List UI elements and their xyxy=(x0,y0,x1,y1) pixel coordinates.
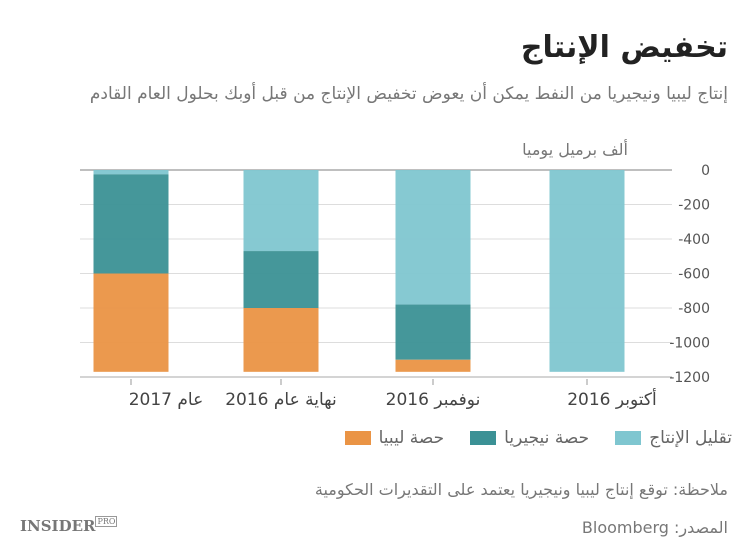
legend-item: حصة نيجيريا xyxy=(470,428,589,448)
bar-segment xyxy=(93,170,169,175)
bar-segment xyxy=(243,308,319,372)
insider-pro-logo: INSIDER PRO xyxy=(20,516,118,535)
x-tick-label: أكتوبر 2016 xyxy=(567,388,657,410)
y-tick-label: -200 xyxy=(678,198,710,214)
bar-segment xyxy=(395,170,471,305)
legend-swatch xyxy=(615,431,642,445)
unit-label: ألف برميل يوميا xyxy=(522,140,628,159)
bar-segment xyxy=(395,359,471,372)
legend: تقليل الإنتاج حصة نيجيريا حصة ليبيا xyxy=(344,428,732,448)
legend-label: حصة ليبيا xyxy=(378,428,445,448)
legend-swatch xyxy=(344,431,371,445)
legend-label: حصة نيجيريا xyxy=(504,428,590,448)
chart-subtitle: إنتاج ليبيا ونيجيريا من النفط يمكن أن يع… xyxy=(89,84,728,104)
bar-segment xyxy=(243,251,319,308)
y-tick-label: -600 xyxy=(678,267,710,283)
chart-title: تخفيض الإنتاج xyxy=(520,30,728,65)
bar-segment xyxy=(395,304,471,360)
note: ملاحظة: توقع إنتاج ليبيا ونيجيريا يعتمد … xyxy=(314,480,728,499)
y-tick-label: 0 xyxy=(701,163,710,179)
bar-segment xyxy=(243,170,319,252)
x-tick-label: عام 2017 xyxy=(129,390,204,410)
legend-item: حصة ليبيا xyxy=(344,428,445,448)
x-tick-label: نوفمبر 2016 xyxy=(386,390,481,410)
y-tick-label: -800 xyxy=(678,301,710,317)
source: المصدر: Bloomberg xyxy=(581,518,728,537)
bar-segment xyxy=(549,170,625,372)
bar-segment xyxy=(93,174,169,274)
y-tick-label: -1000 xyxy=(669,336,710,352)
y-tick-label: -1200 xyxy=(669,370,710,386)
legend-label: تقليل الإنتاج xyxy=(649,428,732,448)
y-tick-label: -400 xyxy=(678,232,710,248)
legend-swatch xyxy=(470,431,497,445)
legend-item: تقليل الإنتاج xyxy=(615,428,732,448)
bar-segment xyxy=(93,273,169,372)
x-tick-label: نهاية عام 2016 xyxy=(225,390,337,410)
bar-chart: 0 -200 -400 -600 -800 -1000 -1200 أكتوبر 2016 نو… xyxy=(80,163,710,410)
